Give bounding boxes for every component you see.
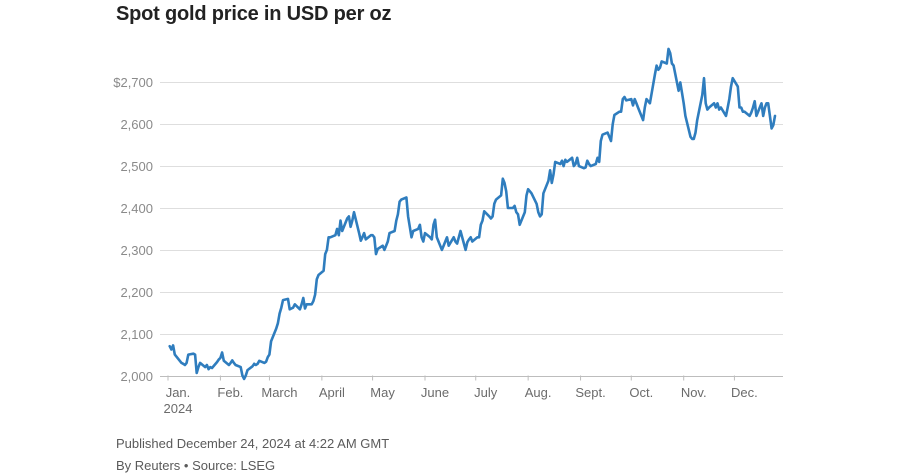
y-tick-label-2000: 2,000 — [120, 369, 153, 384]
x-tick-label-7: Aug. — [525, 385, 552, 400]
x-tick-sublabel-0: 2024 — [164, 401, 193, 416]
x-tick-label-10: Nov. — [681, 385, 707, 400]
y-tick-label-2600: 2,600 — [120, 117, 153, 132]
y-tick-label-2300: 2,300 — [120, 243, 153, 258]
gridlines — [160, 82, 783, 377]
chart-title: Spot gold price in USD per oz — [116, 3, 392, 25]
x-tick-label-2: March — [261, 385, 297, 400]
published-timestamp: Published December 24, 2024 at 4:22 AM G… — [116, 436, 390, 451]
y-tick-label-2500: 2,500 — [120, 159, 153, 174]
x-axis-tick-labels: Jan.2024 Feb. March April May June July Aug. Sep… — [164, 375, 758, 416]
series-layer — [168, 47, 777, 381]
x-tick-label-0: Jan. — [166, 385, 191, 400]
series-line-gold-price — [168, 47, 777, 381]
x-tick-label-9: Oct. — [629, 385, 653, 400]
y-tick-label-2400: 2,400 — [120, 201, 153, 216]
x-tick-label-6: July — [474, 385, 498, 400]
x-tick-label-11: Dec. — [731, 385, 758, 400]
x-tick-label-8: Sept. — [575, 385, 605, 400]
x-tick-label-5: June — [421, 385, 449, 400]
y-tick-label-2700: $2,700 — [113, 75, 153, 90]
y-axis-tick-labels: 2,000 2,100 2,200 2,300 2,400 2,500 2,600 $2,70… — [113, 75, 153, 384]
y-tick-label-2100: 2,100 — [120, 327, 153, 342]
x-tick-label-4: May — [370, 385, 395, 400]
x-tick-label-3: April — [319, 385, 345, 400]
y-tick-label-2200: 2,200 — [120, 285, 153, 300]
x-tick-label-1: Feb. — [217, 385, 243, 400]
byline-source: By Reuters • Source: LSEG — [116, 458, 276, 473]
